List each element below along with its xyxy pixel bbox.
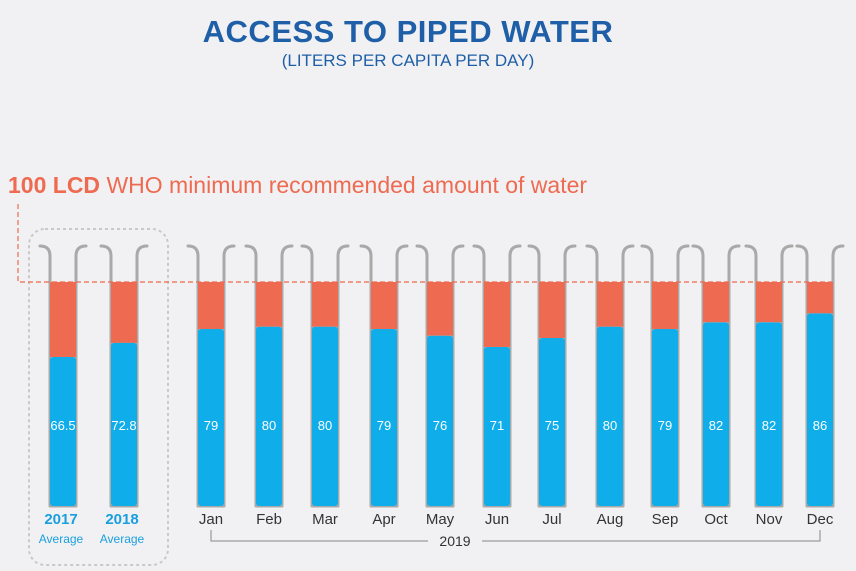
value-label-aug: 80 (603, 418, 617, 433)
month-label-jun: Jun (485, 511, 509, 528)
value-bar-oct (703, 322, 729, 506)
value-label-mar: 80 (318, 418, 332, 433)
remainder-bar-sep (652, 282, 678, 330)
remainder-bar-feb (256, 282, 282, 327)
value-bar-jul (539, 338, 565, 506)
average-sub-label-2018: Average (100, 532, 145, 546)
remainder-bar-jan (198, 282, 224, 330)
average-year-label-2018: 2018 (105, 511, 138, 528)
value-bar-2018 (111, 342, 137, 506)
month-label-nov: Nov (756, 511, 783, 528)
value-label-2017: 66.5 (50, 418, 75, 433)
value-bar-mar (312, 326, 338, 506)
reference-line (17, 204, 832, 283)
value-label-dec: 86 (813, 418, 827, 433)
value-label-may: 76 (433, 418, 447, 433)
remainder-bar-oct (703, 282, 729, 323)
month-label-oct: Oct (704, 511, 728, 528)
average-year-label-2017: 2017 (44, 511, 77, 528)
value-bar-jun (484, 346, 510, 506)
reference-value-label: 100 LCD (8, 172, 101, 198)
year-bracket-gap (428, 532, 482, 548)
reference-description: WHO minimum recommended amount of water (106, 172, 588, 198)
remainder-bar-2017 (50, 282, 76, 358)
chart-subtitle: (LITERS PER CAPITA PER DAY) (281, 51, 535, 70)
value-label-jul: 75 (545, 418, 559, 433)
remainder-bar-may (427, 282, 453, 336)
value-label-feb: 80 (262, 418, 276, 433)
averages-highlight-box (28, 228, 169, 566)
value-label-apr: 79 (377, 418, 391, 433)
value-bar-nov (756, 322, 782, 506)
remainder-bar-nov (756, 282, 782, 323)
value-label-oct: 82 (709, 418, 723, 433)
reference-label: 100 LCD WHO minimum recommended amount o… (8, 172, 587, 199)
year-bracket (210, 530, 821, 542)
average-sub-label-2017: Average (39, 532, 84, 546)
remainder-bar-dec (807, 282, 833, 314)
value-label-nov: 82 (762, 418, 776, 433)
month-label-feb: Feb (256, 511, 282, 528)
chart-title: ACCESS TO PIPED WATER (202, 14, 614, 49)
month-label-dec: Dec (807, 511, 834, 528)
year-bracket-label: 2019 (439, 533, 470, 549)
month-label-mar: Mar (312, 511, 338, 528)
remainder-bar-mar (312, 282, 338, 327)
remainder-bar-jun (484, 282, 510, 347)
month-label-apr: Apr (372, 511, 395, 528)
remainder-bar-apr (371, 282, 397, 330)
value-bar-may (427, 335, 453, 506)
month-label-aug: Aug (597, 511, 624, 528)
value-bar-sep (652, 329, 678, 506)
remainder-bar-2018 (111, 282, 137, 343)
remainder-bar-aug (597, 282, 623, 327)
value-label-jun: 71 (490, 418, 504, 433)
value-bar-aug (597, 326, 623, 506)
value-label-jan: 79 (204, 418, 218, 433)
month-label-jan: Jan (199, 511, 223, 528)
value-bar-dec (807, 313, 833, 506)
value-bar-jan (198, 329, 224, 506)
remainder-bar-jul (539, 282, 565, 338)
value-bar-feb (256, 326, 282, 506)
month-label-may: May (426, 511, 455, 528)
month-label-sep: Sep (652, 511, 679, 528)
value-label-2018: 72.8 (111, 418, 136, 433)
value-label-sep: 79 (658, 418, 672, 433)
month-label-jul: Jul (542, 511, 561, 528)
value-bar-2017 (50, 357, 76, 506)
value-bar-apr (371, 329, 397, 506)
